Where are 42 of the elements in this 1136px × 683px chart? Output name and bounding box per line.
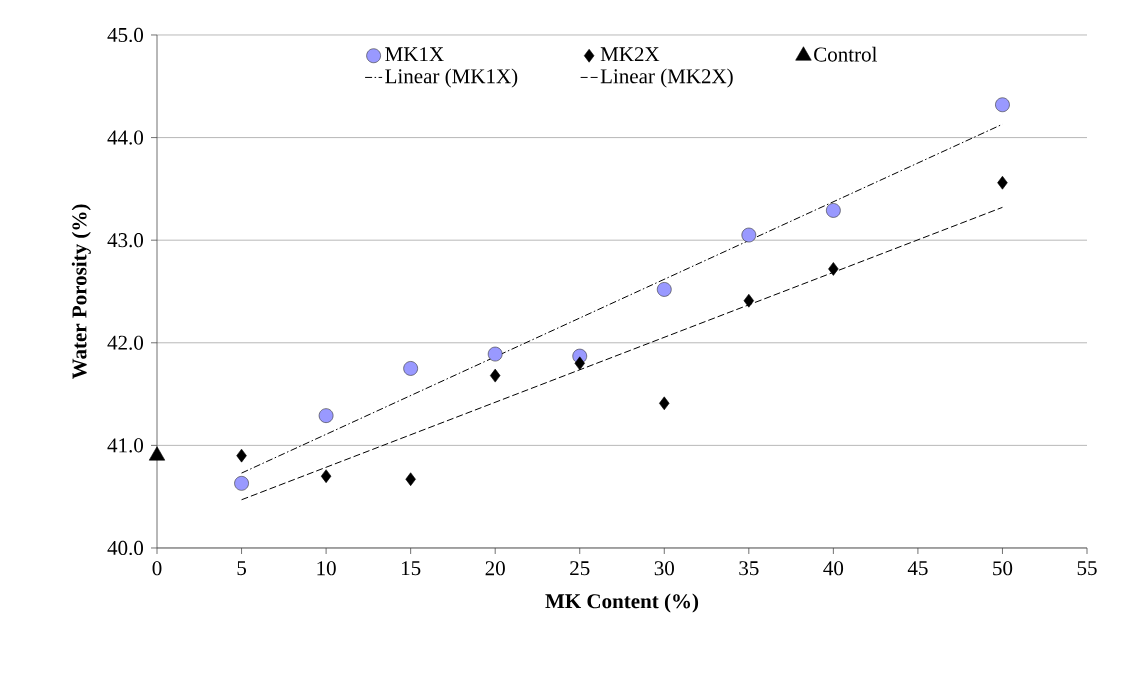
point bbox=[487, 346, 503, 362]
point bbox=[997, 175, 1008, 190]
x-tick-label: 50 bbox=[993, 561, 1013, 576]
point bbox=[490, 368, 501, 383]
y-tick-label: 43.0 bbox=[107, 233, 144, 248]
point bbox=[741, 227, 757, 243]
point bbox=[828, 262, 839, 276]
point bbox=[318, 408, 334, 423]
legend-label: Linear (MK1X) bbox=[385, 68, 518, 88]
x-tick-label: 25 bbox=[570, 561, 590, 576]
x-tick-label: 10 bbox=[317, 561, 336, 576]
x-tick-label: 20 bbox=[485, 561, 505, 576]
point bbox=[574, 356, 585, 371]
x-tick-label: 45 bbox=[907, 561, 928, 576]
x-tick-label: 0 bbox=[152, 561, 162, 576]
point bbox=[403, 361, 418, 376]
point bbox=[826, 203, 841, 218]
x-tick-label: 35 bbox=[739, 561, 759, 576]
x-tick-label: 15 bbox=[401, 561, 421, 576]
legend-label: MK1X bbox=[385, 47, 444, 62]
x-axis-title: MK Content (%) bbox=[545, 593, 699, 613]
y-tick-label: 40.0 bbox=[107, 540, 144, 556]
y-tick-label: 45.0 bbox=[107, 27, 144, 43]
legend-label: Linear (MK2X) bbox=[600, 68, 733, 88]
point bbox=[743, 293, 754, 308]
point bbox=[659, 396, 670, 411]
point bbox=[656, 282, 672, 297]
y-axis-title: Water Porosity (%) bbox=[71, 204, 91, 380]
y-tick-label: 44.0 bbox=[107, 130, 144, 145]
point bbox=[995, 97, 1010, 113]
point bbox=[236, 448, 247, 463]
legend-label: MK2X bbox=[600, 47, 660, 62]
x-tick-label: 30 bbox=[654, 561, 674, 576]
x-tick-label: 55 bbox=[1077, 561, 1097, 576]
point bbox=[320, 469, 332, 483]
x-tick-label: 40 bbox=[823, 561, 844, 576]
x-tick-label: 5 bbox=[237, 561, 246, 576]
legend-label: Control bbox=[814, 46, 877, 62]
point bbox=[234, 476, 249, 491]
y-tick-label: 42.0 bbox=[107, 335, 144, 350]
y-tick-label: 41.0 bbox=[107, 438, 144, 453]
point bbox=[405, 472, 416, 487]
